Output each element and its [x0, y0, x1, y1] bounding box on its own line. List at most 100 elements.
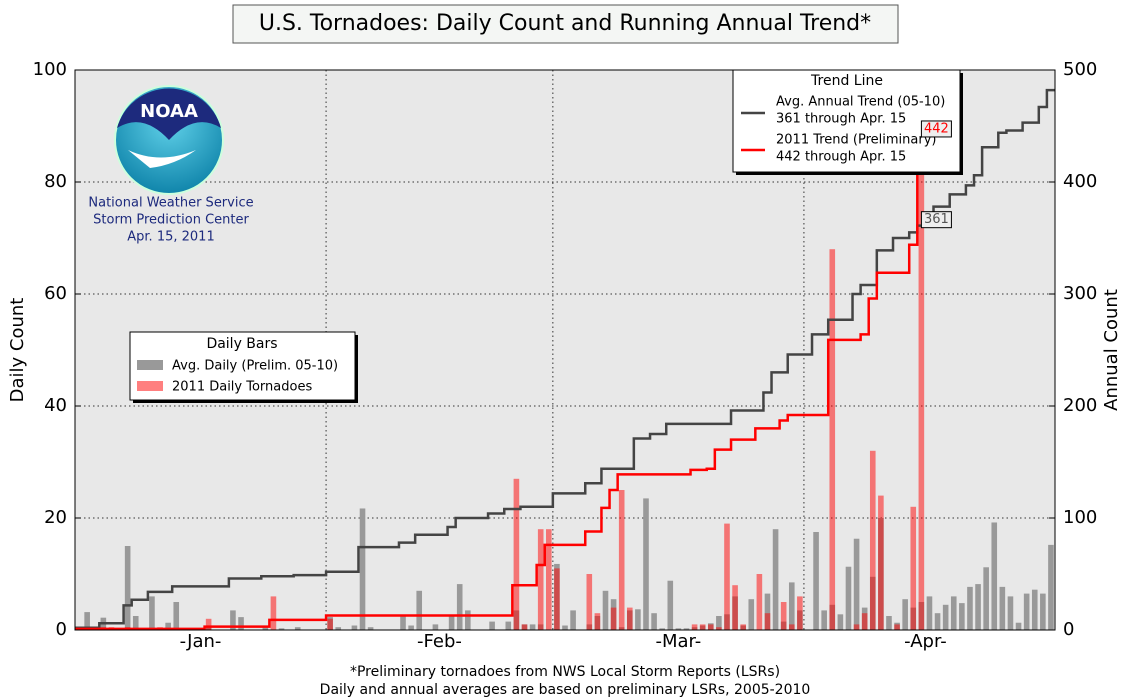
y2-tick-label: 500 — [1063, 59, 1097, 80]
bar — [991, 522, 998, 630]
bar — [959, 603, 965, 630]
bar — [716, 627, 722, 630]
bar — [335, 627, 342, 630]
bar — [780, 602, 787, 630]
bar — [1023, 593, 1030, 630]
y-tick-label: 100 — [33, 59, 67, 80]
y2-tick-label: 200 — [1063, 395, 1097, 416]
annotation: 361 — [924, 212, 949, 227]
bar — [610, 607, 617, 630]
bar — [829, 249, 836, 630]
x-tick-label: -Feb- — [417, 631, 462, 652]
bar — [926, 596, 933, 630]
bar — [294, 627, 301, 630]
x-tick-label: -Apr- — [904, 631, 947, 652]
bar — [351, 625, 358, 630]
bar — [942, 604, 949, 630]
credit: National Weather Service — [88, 196, 253, 211]
y2-tick-label: 100 — [1063, 507, 1097, 528]
y2-tick-label: 400 — [1063, 171, 1097, 192]
bar — [456, 584, 463, 630]
y-axis-label: Daily Count — [7, 298, 28, 403]
bar — [764, 593, 771, 630]
bar — [602, 590, 609, 630]
bar — [513, 478, 520, 630]
bar — [432, 624, 439, 630]
bar — [748, 599, 755, 630]
bar — [967, 586, 973, 630]
bar — [1048, 544, 1054, 630]
bar — [886, 616, 892, 630]
bar — [489, 621, 495, 630]
bar — [408, 625, 414, 630]
bar — [821, 610, 827, 630]
logo-text: NOAA — [140, 101, 198, 122]
bar — [173, 602, 180, 630]
bar — [1031, 589, 1038, 630]
bar — [983, 567, 989, 630]
chart-title: U.S. Tornadoes: Daily Count and Running … — [259, 11, 871, 36]
y-tick-label: 0 — [56, 619, 67, 640]
bar — [165, 622, 171, 630]
bar — [278, 628, 285, 630]
bar — [594, 613, 601, 630]
logo: NOAA — [114, 85, 224, 195]
legend-label: Avg. Annual Trend (05-10) — [776, 95, 945, 110]
bar — [359, 508, 366, 630]
bar — [797, 596, 803, 630]
bar — [869, 450, 876, 630]
footnote: Daily and annual averages are based on p… — [320, 682, 811, 698]
annotation: 442 — [924, 121, 949, 136]
legend-label: 2011 Trend (Preliminary) — [776, 133, 936, 148]
bar — [716, 616, 722, 630]
bar — [845, 566, 852, 630]
bar — [853, 538, 860, 630]
credit: Apr. 15, 2011 — [127, 230, 214, 245]
bar — [918, 159, 925, 630]
bar — [1040, 593, 1046, 630]
bar — [124, 546, 131, 630]
bar — [1007, 596, 1014, 630]
bar — [626, 607, 633, 630]
bar — [659, 628, 665, 630]
trend-legend: Trend Line Avg. Annual Trend (05-10) 361… — [732, 69, 963, 175]
bar — [230, 610, 236, 630]
bar — [740, 624, 746, 630]
trend-line — [75, 88, 1055, 630]
y-tick-label: 80 — [44, 171, 67, 192]
bar — [683, 628, 690, 630]
y-tick-label: 60 — [44, 283, 67, 304]
bar — [651, 613, 657, 630]
bar — [367, 627, 374, 630]
bar — [562, 625, 568, 630]
bar — [902, 599, 908, 630]
bar — [732, 585, 738, 630]
bar — [205, 618, 212, 630]
bar — [975, 584, 981, 630]
bar — [894, 624, 900, 630]
footnote: *Preliminary tornadoes from NWS Local St… — [350, 664, 780, 680]
bar — [400, 616, 406, 630]
legend-swatch — [137, 381, 163, 391]
bar — [643, 498, 649, 630]
bar — [149, 596, 155, 630]
bar — [878, 495, 884, 630]
bar — [327, 618, 333, 630]
legend-title: Trend Line — [810, 73, 883, 89]
bar — [788, 624, 795, 630]
bar — [788, 582, 795, 630]
x-tick-label: -Mar- — [655, 631, 701, 652]
legend-detail: 361 through Apr. 15 — [776, 112, 906, 127]
bar — [699, 624, 706, 630]
legend-label: Avg. Daily (Prelim. 05-10) — [172, 359, 338, 374]
bar — [554, 568, 560, 630]
bar — [84, 612, 90, 630]
bars-legend: Daily Bars Avg. Daily (Prelim. 05-10) 20… — [129, 331, 358, 403]
bar — [772, 529, 779, 630]
bar — [570, 610, 576, 630]
bar — [691, 624, 698, 630]
bar — [756, 574, 763, 630]
bar — [675, 628, 682, 630]
bar — [521, 624, 528, 630]
